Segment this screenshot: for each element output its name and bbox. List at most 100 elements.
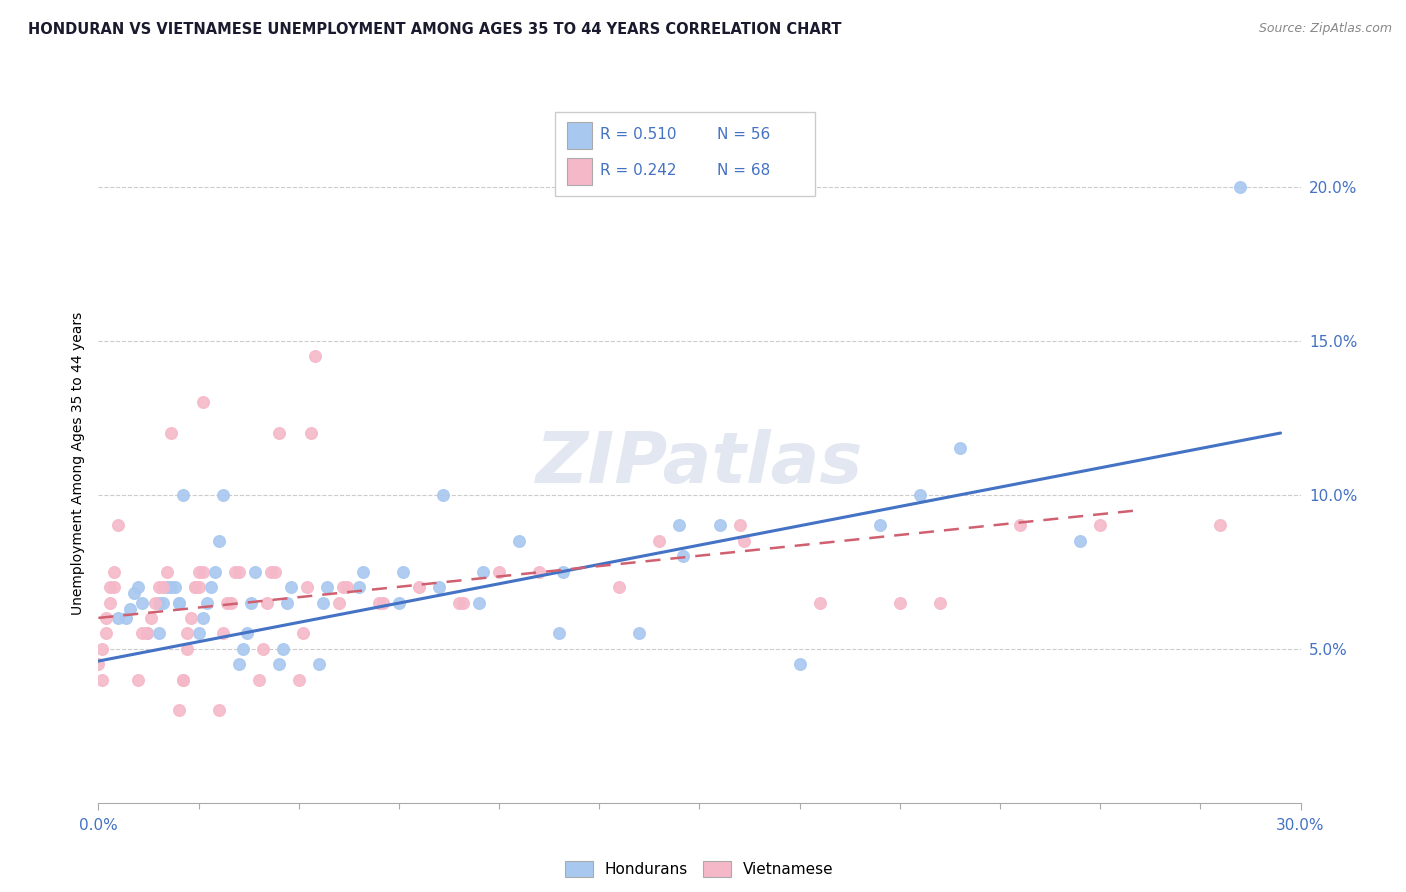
Point: [243, 565, 266, 579]
Point: [408, 580, 430, 594]
Point: [208, 703, 231, 717]
Point: [432, 488, 454, 502]
Point: [427, 580, 450, 594]
Text: R = 0.242: R = 0.242: [600, 163, 676, 178]
Point: [648, 533, 671, 548]
Point: [232, 641, 254, 656]
Point: [131, 626, 153, 640]
Point: [191, 395, 214, 409]
Point: [159, 580, 181, 594]
Point: [128, 580, 150, 594]
Point: [200, 580, 222, 594]
Point: [128, 673, 150, 687]
Point: [288, 673, 311, 687]
Point: [371, 595, 394, 609]
Point: [103, 565, 125, 579]
Point: [312, 595, 335, 609]
Point: [219, 595, 242, 609]
Point: [733, 533, 755, 548]
Point: [276, 595, 298, 609]
Point: [808, 595, 831, 609]
Point: [789, 657, 811, 672]
Point: [159, 425, 181, 440]
Point: [1069, 533, 1091, 548]
Point: [191, 611, 214, 625]
Point: [271, 641, 294, 656]
Y-axis label: Unemployment Among Ages 35 to 44 years: Unemployment Among Ages 35 to 44 years: [70, 312, 84, 615]
Text: ZIPatlas: ZIPatlas: [536, 429, 863, 499]
Point: [929, 595, 952, 609]
Point: [315, 580, 337, 594]
Point: [155, 565, 177, 579]
Point: [672, 549, 695, 564]
Point: [191, 565, 214, 579]
Point: [148, 595, 170, 609]
Point: [172, 488, 194, 502]
Point: [392, 565, 415, 579]
Point: [256, 595, 278, 609]
Point: [1209, 518, 1232, 533]
Point: [295, 580, 318, 594]
Point: [115, 611, 138, 625]
Text: Source: ZipAtlas.com: Source: ZipAtlas.com: [1258, 22, 1392, 36]
Point: [131, 595, 153, 609]
Point: [235, 626, 257, 640]
Point: [260, 565, 283, 579]
Point: [148, 626, 170, 640]
Point: [120, 601, 142, 615]
Point: [468, 595, 491, 609]
Point: [176, 626, 198, 640]
Text: HONDURAN VS VIETNAMESE UNEMPLOYMENT AMONG AGES 35 TO 44 YEARS CORRELATION CHART: HONDURAN VS VIETNAMESE UNEMPLOYMENT AMON…: [28, 22, 842, 37]
Point: [215, 595, 238, 609]
Point: [548, 626, 571, 640]
Point: [228, 565, 250, 579]
Point: [889, 595, 911, 609]
Point: [368, 595, 391, 609]
Point: [291, 626, 314, 640]
Point: [187, 626, 209, 640]
Point: [176, 641, 198, 656]
Point: [152, 580, 174, 594]
Point: [252, 641, 274, 656]
Point: [100, 595, 122, 609]
Point: [172, 673, 194, 687]
Point: [668, 518, 690, 533]
Point: [195, 595, 218, 609]
Point: [447, 595, 470, 609]
Point: [139, 611, 162, 625]
Point: [267, 657, 290, 672]
Point: [1088, 518, 1111, 533]
Point: [211, 626, 233, 640]
Point: [352, 565, 374, 579]
Text: N = 68: N = 68: [717, 163, 770, 178]
Point: [152, 595, 174, 609]
Point: [508, 533, 530, 548]
Point: [87, 657, 110, 672]
Point: [204, 565, 226, 579]
Point: [107, 611, 129, 625]
Point: [239, 595, 262, 609]
Point: [1229, 179, 1251, 194]
Point: [332, 580, 354, 594]
Point: [553, 565, 575, 579]
Point: [308, 657, 330, 672]
Point: [388, 595, 411, 609]
Point: [187, 565, 209, 579]
Point: [124, 586, 146, 600]
Point: [347, 580, 370, 594]
Point: [135, 626, 157, 640]
Point: [107, 518, 129, 533]
Point: [299, 425, 322, 440]
Point: [529, 565, 551, 579]
Point: [208, 533, 231, 548]
Point: [96, 611, 118, 625]
Point: [628, 626, 651, 640]
Point: [103, 580, 125, 594]
Point: [280, 580, 302, 594]
Point: [472, 565, 495, 579]
Point: [135, 626, 157, 640]
Point: [91, 673, 114, 687]
Point: [183, 580, 205, 594]
Point: [1010, 518, 1032, 533]
Point: [304, 349, 326, 363]
